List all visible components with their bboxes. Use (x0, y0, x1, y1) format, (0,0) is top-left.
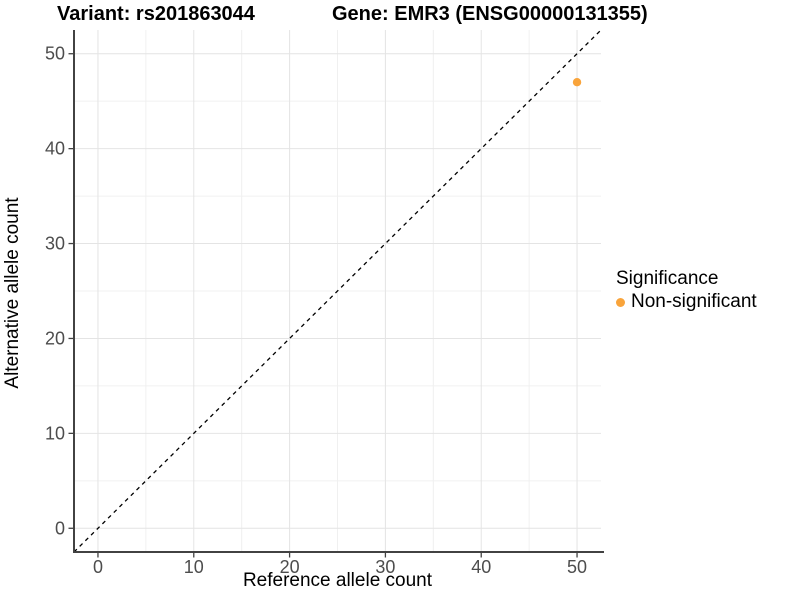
legend-point-icon (616, 297, 625, 307)
data-point (572, 78, 582, 87)
identity-dashed-line (73, 29, 602, 553)
y-tick-label: 50 (45, 44, 65, 64)
y-axis-title: Alternative allele count (2, 197, 23, 389)
y-tick-label: 10 (45, 423, 65, 443)
x-tick-label: 40 (471, 557, 491, 577)
x-tick-label: 0 (93, 557, 103, 577)
gene-title: Gene: EMR3 (ENSG00000131355) (332, 3, 648, 25)
y-tick-label: 0 (55, 518, 65, 538)
x-tick-label: 50 (567, 557, 587, 577)
legend-item-non-significant: Non-significant (616, 291, 800, 313)
x-axis-title: Reference allele count (242, 570, 433, 591)
x-tick-label: 20 (280, 557, 300, 577)
y-tick-label: 20 (45, 328, 65, 348)
legend: Significance Non-significant (616, 268, 800, 313)
legend-title: Significance (616, 268, 719, 289)
x-tick-label: 10 (184, 557, 204, 577)
y-tick-label: 40 (45, 139, 65, 159)
x-tick-label: 30 (375, 557, 395, 577)
y-tick-label: 30 (45, 234, 65, 254)
variant-title: Variant: rs201863044 (57, 3, 255, 25)
legend-item-label: Non-significant (631, 291, 757, 312)
